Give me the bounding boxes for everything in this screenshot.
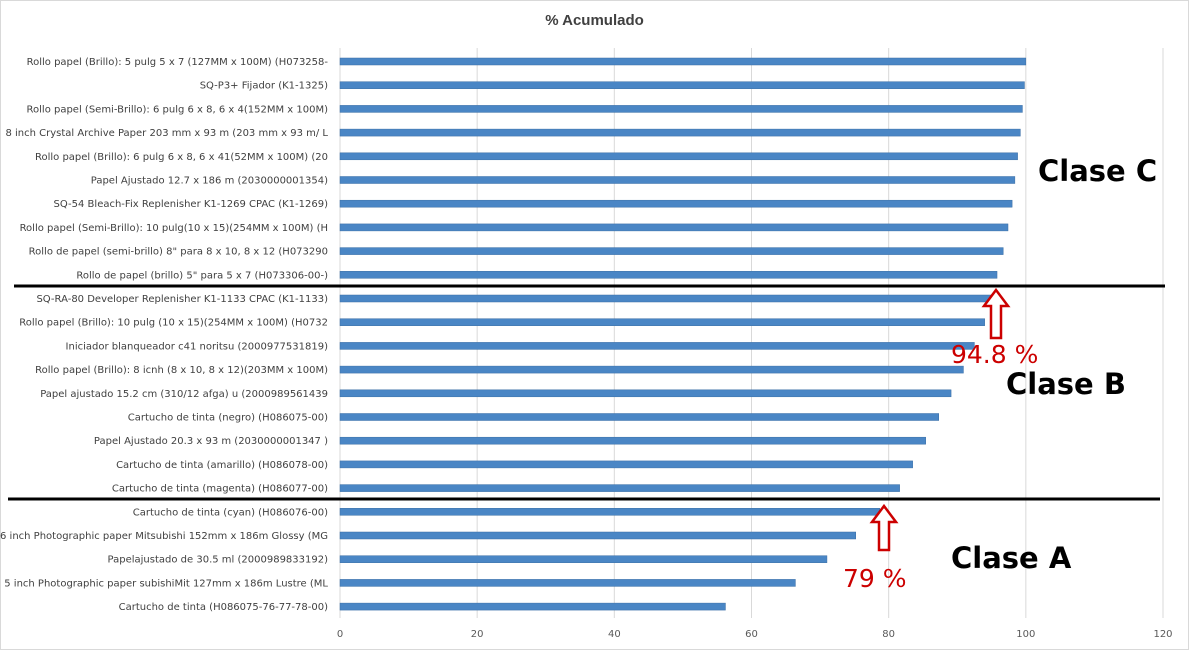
bar — [339, 508, 881, 516]
x-tick-label: 120 — [1153, 629, 1172, 640]
category-label: Rollo de papel (brillo) 5" para 5 x 7 (H… — [76, 270, 328, 281]
category-label: Papel Ajustado 20.3 x 93 m (203000000134… — [94, 436, 328, 447]
bar — [339, 199, 1013, 208]
class-b-label: Clase B — [1006, 367, 1126, 401]
threshold-b-label: 94.8 % — [951, 340, 1038, 369]
bar — [339, 294, 992, 303]
x-tick-label: 100 — [1016, 629, 1035, 640]
gridlines — [339, 48, 1164, 618]
chart-title: % Acumulado — [545, 12, 644, 29]
class-c-label: Clase C — [1038, 154, 1157, 188]
category-label: Papel ajustado 15.2 cm (310/12 afga) u (… — [40, 389, 328, 400]
category-label: Iniciador blanqueador c41 noritsu (20009… — [66, 341, 329, 352]
bar — [339, 460, 913, 469]
category-label: Rollo papel (Brillo): 5 pulg 5 x 7 (127M… — [27, 57, 329, 68]
bar — [339, 152, 1018, 161]
bar — [339, 602, 726, 611]
threshold-a-label: 79 % — [843, 564, 907, 593]
category-label: SQ-54 Bleach-Fix Replenisher K1-1269 CPA… — [54, 199, 329, 210]
bar — [339, 128, 1021, 137]
category-label: Cartucho de tinta (magenta) (H086077-00) — [112, 484, 328, 495]
bar — [339, 105, 1023, 113]
bar — [339, 484, 900, 492]
arrow-up-icon-a — [869, 503, 899, 552]
x-tick-label: 20 — [471, 629, 484, 640]
category-label: Papelajustado de 30.5 ml (2000989833192) — [108, 555, 329, 566]
bar — [339, 531, 856, 540]
category-label: Rollo papel (Semi-Brillo): 6 pulg 6 x 8,… — [27, 104, 329, 115]
x-tick-labels: 0 20 40 60 80 100 120 — [337, 629, 1173, 640]
x-tick-label: 60 — [745, 629, 758, 640]
category-label: SQ-RA-80 Developer Replenisher K1-1133 C… — [36, 294, 328, 305]
bar — [339, 436, 926, 445]
x-tick-label: 80 — [882, 629, 895, 640]
bar — [339, 555, 828, 563]
category-label: SQ-P3+ Fijador (K1-1325) — [200, 81, 328, 92]
category-label: Rollo papel (Semi-Brillo): 10 pulg(10 x … — [20, 223, 328, 234]
bar — [339, 57, 1027, 66]
class-a-label: Clase A — [951, 541, 1072, 575]
bar — [339, 342, 975, 350]
category-label: Rollo papel (Brillo): 8 icnh (8 x 10, 8 … — [35, 365, 328, 376]
bars — [339, 57, 1027, 611]
category-label: Cartucho de tinta (negro) (H086075-00) — [128, 413, 328, 424]
category-label: 8 inch Crystal Archive Paper 203 mm x 93… — [5, 128, 328, 139]
category-label: 5 inch Photographic paper subishiMit 127… — [4, 578, 328, 589]
bar — [339, 318, 985, 326]
bar — [339, 389, 952, 398]
category-label: Rollo de papel (semi-brillo) 8" para 8 x… — [29, 247, 328, 258]
category-labels: Rollo papel (Brillo): 5 pulg 5 x 7 (127M… — [0, 57, 328, 613]
category-label: Rollo papel (Brillo): 10 pulg (10 x 15)(… — [19, 318, 328, 329]
category-label: Rollo papel (Brillo): 6 pulg 6 x 8, 6 x … — [35, 152, 328, 163]
bar — [339, 413, 939, 421]
bar — [339, 223, 1009, 232]
category-label: Cartucho de tinta (amarillo) (H086078-00… — [116, 460, 328, 471]
bar — [339, 247, 1004, 255]
category-label: Cartucho de tinta (cyan) (H086076-00) — [133, 507, 328, 518]
bar — [339, 176, 1016, 184]
bar — [339, 579, 796, 587]
category-label: Cartucho de tinta (H086075-76-77-78-00) — [119, 602, 328, 613]
x-tick-label: 40 — [608, 629, 621, 640]
bar — [339, 81, 1025, 89]
category-label: Papel Ajustado 12.7 x 186 m (20300000013… — [91, 176, 328, 187]
bar — [339, 271, 998, 279]
x-tick-label: 0 — [337, 629, 343, 640]
bar — [339, 365, 964, 374]
arrow-up-icon-b — [981, 287, 1011, 340]
category-label: 6 inch Photographic paper Mitsubishi 152… — [0, 531, 328, 542]
